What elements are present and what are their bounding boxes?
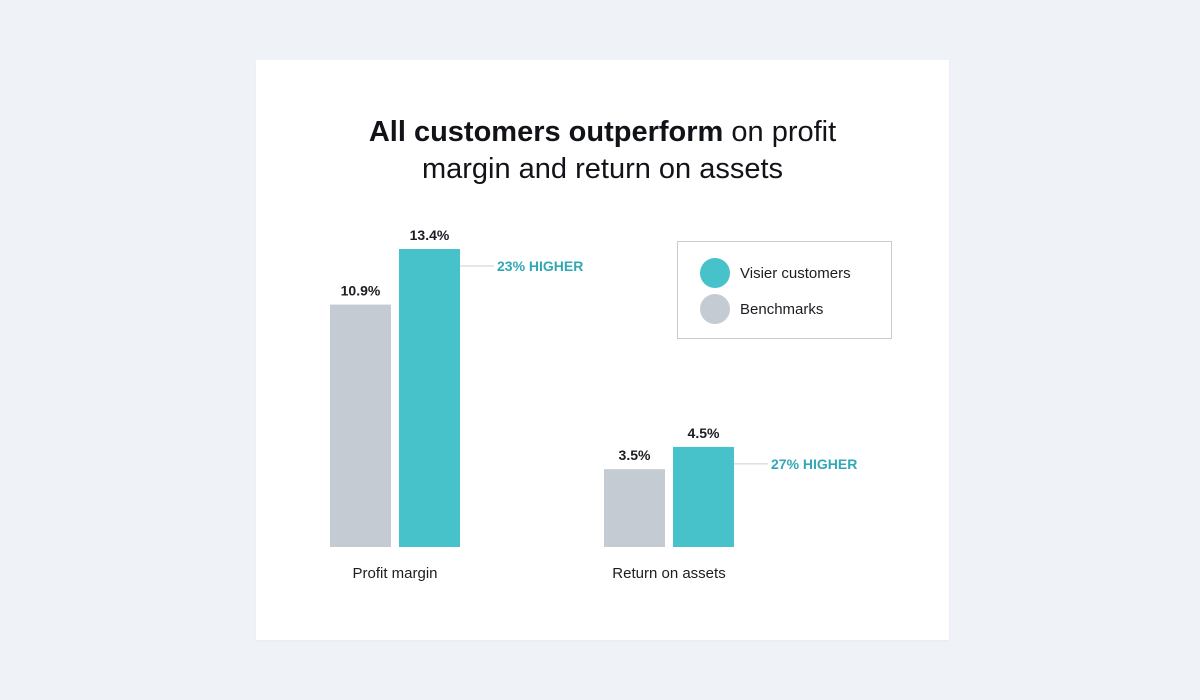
chart-title-line-2: margin and return on assets (421, 153, 784, 185)
legend-label-benchmarks: Benchmarks (740, 300, 824, 318)
data-label-benchmark-2: 3.5% (619, 447, 651, 463)
chart-title-bold: All customers outperform (368, 116, 724, 148)
chart-title-rest: on profit (723, 116, 837, 148)
chart-title: All customers outperform on profit margi… (256, 114, 949, 188)
legend-item-benchmarks: Benchmarks (700, 294, 823, 324)
bar-chart: 10.9% 13.4% 23% HIGHER Profit margin 3.5% 4.5… (330, 227, 857, 582)
annotation-higher-2: 27% HIGHER (771, 456, 857, 472)
legend-swatch-benchmarks (700, 294, 730, 324)
category-label-2: Return on assets (612, 565, 725, 582)
category-label-1: Profit margin (352, 565, 437, 582)
data-label-visier-2: 4.5% (688, 425, 720, 441)
bar-visier-2 (673, 446, 734, 547)
legend-swatch-visier (700, 258, 730, 288)
legend-item-visier: Visier customers (700, 258, 851, 288)
legend-label-visier: Visier customers (740, 264, 851, 282)
annotation-higher-1: 23% HIGHER (497, 258, 583, 274)
data-label-benchmark-1: 10.9% (341, 283, 381, 299)
bar-benchmark-2 (604, 469, 665, 547)
bar-visier-1 (399, 249, 460, 547)
data-label-visier-1: 13.4% (410, 227, 450, 243)
chart-card: All customers outperform on profit margi… (256, 60, 949, 640)
legend: Visier customers Benchmarks (677, 241, 892, 339)
bar-benchmark-1 (330, 304, 391, 547)
